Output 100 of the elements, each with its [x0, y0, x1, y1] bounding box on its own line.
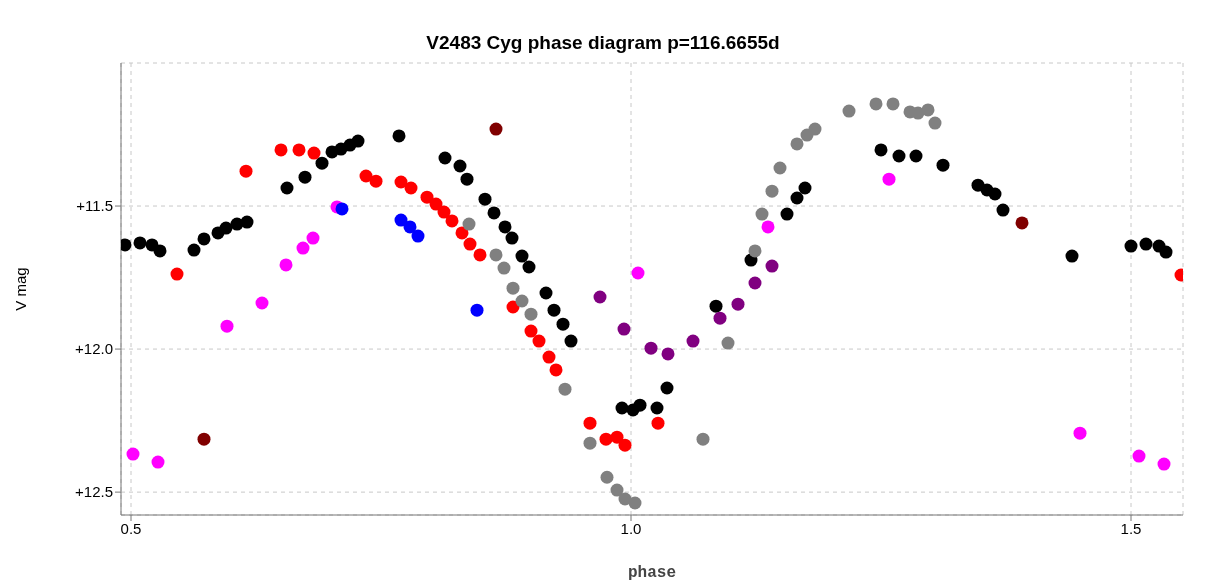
point — [928, 116, 942, 130]
point — [713, 311, 727, 325]
point — [600, 470, 614, 484]
point — [453, 159, 467, 173]
point — [773, 161, 787, 175]
point — [996, 203, 1010, 217]
point — [394, 175, 408, 189]
point — [392, 129, 406, 143]
point — [583, 416, 597, 430]
point — [438, 151, 452, 165]
point — [280, 181, 294, 195]
point — [239, 164, 253, 178]
point — [696, 432, 710, 446]
point — [599, 432, 613, 446]
point — [790, 137, 804, 151]
point — [761, 220, 775, 234]
point — [279, 258, 293, 272]
point — [505, 231, 519, 245]
point — [240, 215, 254, 229]
x-tick-label: 1.5 — [1120, 519, 1142, 537]
point — [886, 97, 900, 111]
point — [808, 122, 822, 136]
point — [463, 237, 477, 251]
point — [660, 381, 674, 395]
point — [335, 202, 349, 216]
point — [460, 172, 474, 186]
point — [255, 296, 269, 310]
point — [515, 294, 529, 308]
point — [936, 158, 950, 172]
point — [1139, 237, 1153, 251]
point — [470, 303, 484, 317]
point — [473, 248, 487, 262]
x-axis-title: phase — [627, 564, 677, 582]
point — [274, 143, 288, 157]
y-tick-label: +12.0 — [75, 340, 113, 358]
point — [394, 213, 408, 227]
point — [921, 103, 935, 117]
point — [617, 322, 631, 336]
point — [842, 104, 856, 118]
point — [721, 336, 735, 350]
point — [522, 260, 536, 274]
point — [628, 496, 642, 510]
point — [133, 236, 147, 250]
point — [292, 143, 306, 157]
point — [780, 207, 794, 221]
point — [462, 217, 476, 231]
x-tick-label: 0.5 — [120, 519, 142, 537]
point — [549, 363, 563, 377]
point — [197, 232, 211, 246]
point — [790, 191, 804, 205]
point — [307, 146, 321, 160]
point — [524, 324, 538, 338]
point — [351, 134, 365, 148]
point — [765, 184, 779, 198]
point — [748, 244, 762, 258]
point — [126, 447, 140, 461]
point — [489, 248, 503, 262]
point — [455, 226, 469, 240]
point — [1124, 239, 1138, 253]
point — [547, 303, 561, 317]
point — [1073, 426, 1087, 440]
point — [487, 206, 501, 220]
point — [593, 290, 607, 304]
point — [1015, 216, 1029, 230]
point — [489, 122, 503, 136]
point — [618, 438, 632, 452]
point — [298, 170, 312, 184]
point — [1065, 249, 1079, 263]
point — [404, 181, 418, 195]
point — [187, 243, 201, 257]
point — [709, 299, 723, 313]
point — [874, 143, 888, 157]
point — [798, 181, 812, 195]
point — [869, 97, 883, 111]
point — [403, 220, 417, 234]
point — [197, 432, 211, 446]
point — [615, 401, 629, 415]
point — [369, 174, 383, 188]
point — [661, 347, 675, 361]
point — [539, 286, 553, 300]
point — [315, 156, 329, 170]
point — [1159, 245, 1173, 259]
point — [583, 436, 597, 450]
point — [909, 149, 923, 163]
point — [445, 214, 459, 228]
point — [151, 455, 165, 469]
point — [1132, 449, 1146, 463]
point — [988, 187, 1002, 201]
point — [497, 261, 511, 275]
point — [558, 382, 572, 396]
point — [610, 483, 624, 497]
point — [556, 317, 570, 331]
point — [610, 430, 624, 444]
y-tick-label: +11.5 — [76, 197, 113, 215]
point — [306, 231, 320, 245]
y-tick-label: +12.5 — [75, 483, 113, 501]
point — [170, 267, 184, 281]
point — [765, 259, 779, 273]
point — [524, 307, 538, 321]
point — [515, 249, 529, 263]
